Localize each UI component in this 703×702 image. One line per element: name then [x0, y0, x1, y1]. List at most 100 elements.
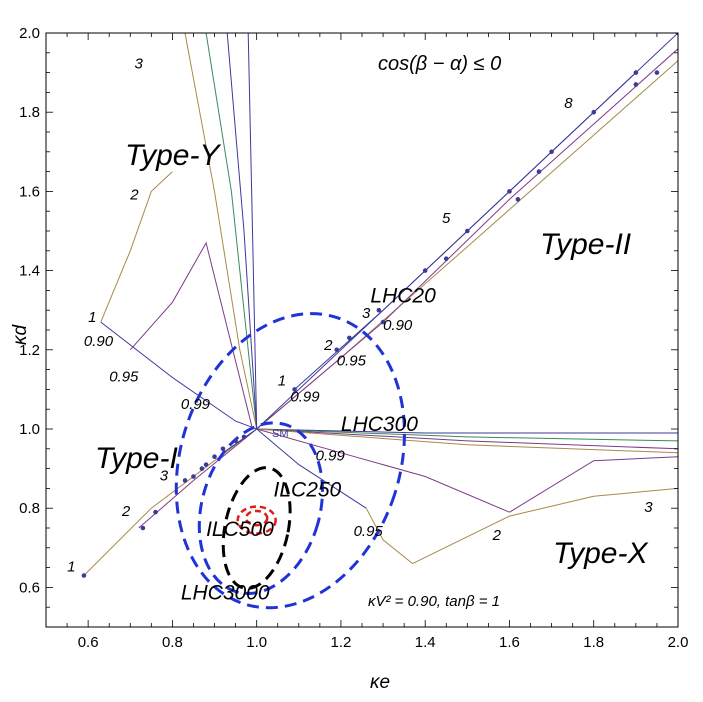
dot-2 [153, 509, 158, 515]
y-tick-label-5: 1.6 [19, 183, 40, 200]
series-line-19 [509, 456, 678, 513]
x-tick-label-3: 1.2 [331, 634, 352, 651]
series-line-17 [256, 428, 510, 513]
x-tick-label-0: 0.6 [78, 634, 99, 651]
series-line-9 [226, 33, 258, 430]
model-label-type-x: Type-X [553, 537, 648, 570]
dot-6 [203, 462, 209, 467]
x-tick-label-2: 1.0 [246, 634, 267, 651]
ellipse-lhc3000 [221, 466, 292, 590]
dot-14 [376, 307, 382, 313]
ellipses [174, 312, 406, 610]
dot-25 [633, 82, 639, 87]
dot-7 [212, 454, 217, 460]
sm-annotation: SM [272, 428, 289, 440]
model-label-type-i: Type-I [95, 442, 178, 475]
curve-label-1: 2 [129, 186, 139, 203]
dot-11 [292, 387, 297, 392]
curve-label-11: 0.90 [383, 317, 413, 334]
model-label-type-y: Type-Y [125, 139, 221, 172]
ticks: 0.6 0.8 1.0 1.2 1.4 1.6 1.8 2.0 0.6 0.8 1.0 1.2 1.4 1… [19, 25, 688, 651]
dot-9 [233, 438, 238, 444]
series-line-13 [256, 428, 678, 450]
series-line-5 [129, 241, 253, 430]
curve-label-6: 8 [564, 95, 573, 112]
curve-label-13: 0.99 [290, 388, 320, 405]
dot-8 [220, 446, 226, 452]
ellipse-ilc250 [244, 509, 269, 527]
dot-10 [241, 434, 247, 440]
y-tick-label-3: 1.2 [19, 342, 40, 359]
dot-26 [654, 70, 660, 75]
dot-22 [549, 149, 554, 155]
y-tick-label-0: 0.6 [19, 579, 40, 596]
dot-1 [140, 525, 146, 531]
x-tick-label-7: 2.0 [668, 634, 689, 651]
x-axis-label: κe [370, 672, 390, 693]
curve-label-12: 0.95 [337, 353, 367, 370]
curve-label-7: 5 [442, 210, 451, 227]
x-tick-label-6: 1.8 [583, 634, 604, 651]
dot-15 [380, 319, 386, 325]
y-tick-label-1: 0.8 [19, 500, 40, 517]
dot-23 [591, 109, 597, 115]
y-tick-label-4: 1.4 [19, 263, 40, 280]
dot-21 [536, 169, 542, 174]
curve-label-2: 1 [88, 309, 96, 326]
series-line-12 [256, 428, 678, 442]
curve-label-10: 1 [278, 372, 286, 389]
ellipse-label-lhc3000: LHC3000 [181, 581, 270, 604]
series-line-4 [100, 321, 257, 430]
x-tick-label-5: 1.6 [499, 634, 520, 651]
curve-label-17: 0.99 [316, 448, 346, 465]
ellipse-label-ilc500: ILC500 [206, 518, 274, 541]
ellipse-lhc300 [197, 421, 324, 596]
model-label-type-ii: Type-II [540, 228, 631, 261]
dot-18 [465, 228, 470, 234]
series-dots [81, 33, 678, 578]
ellipse-label-lhc300: LHC300 [341, 413, 418, 436]
curve-label-8: 3 [362, 305, 371, 322]
curve-label-16: 1 [67, 559, 75, 576]
dot-17 [443, 256, 449, 262]
curve-label-15: 2 [121, 503, 131, 520]
params-annotation: κV² = 0.90, tanβ = 1 [368, 593, 500, 610]
curve-label-18: 0.95 [354, 523, 384, 540]
series-line-14 [256, 428, 678, 454]
y-tick-label-2: 1.0 [19, 421, 40, 438]
series-line-6 [100, 171, 173, 323]
ellipse-label-ilc250: ILC250 [274, 478, 342, 501]
series-line-18 [412, 487, 678, 565]
series-line-7 [184, 33, 258, 430]
dot-0 [81, 573, 87, 578]
dot-5 [199, 466, 205, 471]
dot-3 [182, 478, 188, 483]
dot-24 [633, 70, 639, 75]
condition-annotation: cos(β − α) ≤ 0 [378, 53, 501, 75]
dot-19 [507, 189, 512, 194]
curve-label-0: 3 [134, 56, 143, 73]
series-line-8 [205, 33, 258, 430]
x-tick-label-4: 1.4 [415, 634, 436, 651]
y-axis-label: κd [10, 324, 31, 346]
labels: 3210.900.950.99853210.900.950.993210.990… [67, 56, 653, 605]
series-line-16 [365, 507, 413, 564]
dot-4 [191, 474, 196, 479]
x-tick-label-1: 0.8 [162, 634, 183, 651]
curve-label-3: 0.90 [84, 333, 114, 350]
y-tick-label-7: 2.0 [19, 25, 40, 42]
dot-13 [347, 335, 352, 341]
y-tick-label-6: 1.8 [19, 104, 40, 121]
series-line-15 [256, 428, 367, 509]
ellipse-ilc500 [236, 505, 277, 535]
dot-20 [515, 197, 521, 202]
curve-label-5: 0.99 [181, 396, 211, 413]
series-line-1 [138, 48, 678, 529]
ellipse-lhc20 [174, 312, 406, 610]
dot-12 [334, 347, 340, 353]
curve-label-20: 3 [644, 499, 653, 516]
series-line-11 [256, 428, 678, 434]
series-line-10 [247, 33, 258, 430]
curve-label-19: 2 [492, 527, 502, 544]
